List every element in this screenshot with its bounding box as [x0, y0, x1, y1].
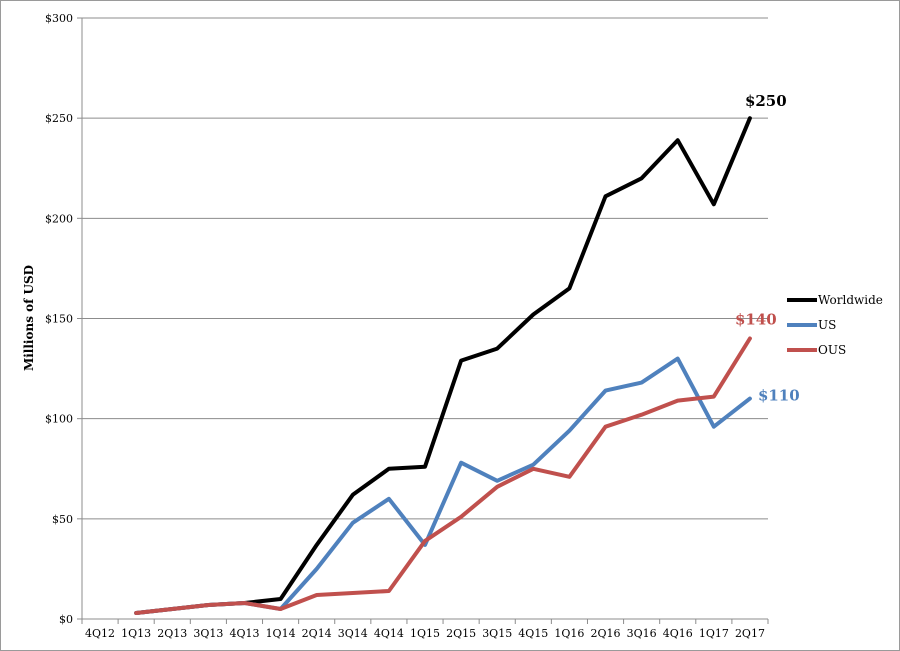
- x-tick-label: 3Q16: [627, 627, 657, 640]
- x-tick-label: 1Q17: [699, 627, 729, 640]
- x-tick-label: 1Q13: [121, 627, 151, 640]
- y-tick-label: $200: [45, 212, 73, 225]
- grid-lines: [77, 17, 768, 620]
- end-label-us: $110: [758, 387, 800, 405]
- legend: Worldwide US OUS: [787, 293, 883, 357]
- series-line-worldwide: [134, 116, 752, 615]
- end-label-ous: $140: [735, 311, 777, 329]
- x-tick-label: 2Q15: [446, 627, 476, 640]
- series-line-ous: [134, 336, 752, 615]
- x-tick-label: 2Q16: [591, 627, 621, 640]
- end-label-worldwide: $250: [745, 92, 787, 110]
- y-tick-label: $0: [59, 613, 73, 626]
- y-tick-label: $100: [45, 413, 73, 426]
- y-tick-label: $150: [45, 313, 73, 326]
- x-tick-label: 1Q14: [266, 627, 296, 640]
- y-axis-label: Millions of USD: [22, 265, 36, 371]
- x-tick-label: 2Q13: [157, 627, 187, 640]
- x-tick-label: 2Q17: [735, 627, 765, 640]
- x-tick-label: 4Q16: [663, 627, 693, 640]
- x-tick-label: 1Q15: [410, 627, 440, 640]
- y-tick-label: $250: [45, 112, 73, 125]
- x-tick-label: 4Q14: [374, 627, 404, 640]
- x-tick-label: 3Q13: [193, 627, 223, 640]
- y-tick-labels: $0 $50 $100 $150 $200 $250 $300: [45, 12, 73, 626]
- series-line-us: [134, 356, 752, 615]
- x-tick-label: 4Q12: [85, 627, 115, 640]
- legend-label-worldwide: Worldwide: [818, 293, 883, 307]
- x-tick-label: 4Q13: [229, 627, 259, 640]
- x-tick-label: 1Q16: [554, 627, 584, 640]
- x-tick-label: 2Q14: [302, 627, 332, 640]
- end-labels: $250 $110 $140: [735, 92, 800, 404]
- y-tick-label: $50: [52, 513, 73, 526]
- axes: [81, 18, 769, 624]
- legend-label-us: US: [818, 318, 836, 332]
- x-tick-labels: 4Q12 1Q13 2Q13 3Q13 4Q13 1Q14 2Q14 3Q14 4Q14 1Q15…: [85, 627, 765, 640]
- legend-label-ous: OUS: [818, 343, 846, 357]
- x-tick-label: 3Q14: [338, 627, 368, 640]
- x-tick-label: 3Q15: [482, 627, 512, 640]
- y-tick-label: $300: [45, 12, 73, 25]
- x-tick-label: 4Q15: [518, 627, 548, 640]
- series-lines: [134, 116, 752, 615]
